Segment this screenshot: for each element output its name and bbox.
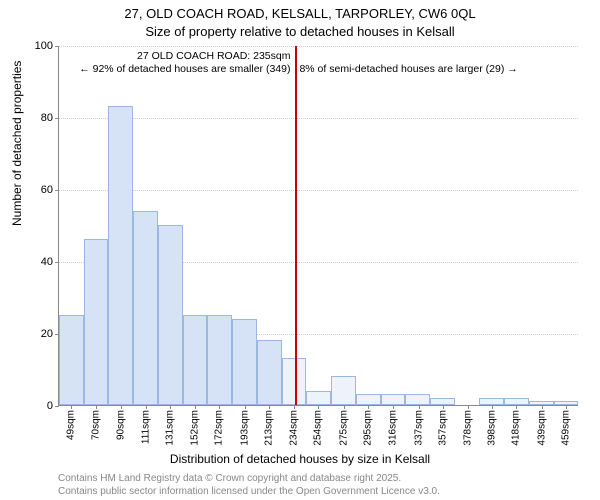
xtick-mark bbox=[542, 405, 543, 409]
xtick-mark bbox=[245, 405, 246, 409]
xtick-label: 131sqm bbox=[164, 410, 175, 446]
xtick-mark bbox=[443, 405, 444, 409]
xtick-label: 193sqm bbox=[239, 410, 250, 446]
ytick-mark bbox=[55, 406, 59, 407]
chart-title-subtitle: Size of property relative to detached ho… bbox=[0, 24, 600, 39]
xtick-label: 398sqm bbox=[487, 410, 498, 446]
xtick-mark bbox=[393, 405, 394, 409]
histogram-bar bbox=[504, 398, 529, 405]
xtick-label: 70sqm bbox=[91, 410, 102, 440]
xtick-mark bbox=[269, 405, 270, 409]
xtick-mark bbox=[121, 405, 122, 409]
histogram-bar bbox=[331, 376, 356, 405]
xtick-mark bbox=[195, 405, 196, 409]
xtick-label: 275sqm bbox=[338, 410, 349, 446]
xtick-label: 49sqm bbox=[66, 410, 77, 440]
annotation-smaller-pct: ← 92% of detached houses are smaller (34… bbox=[79, 63, 290, 76]
annotation-larger: 8% of semi-detached houses are larger (2… bbox=[299, 63, 517, 76]
x-axis-label: Distribution of detached houses by size … bbox=[0, 452, 600, 466]
annotation-larger-pct: 8% of semi-detached houses are larger (2… bbox=[299, 63, 517, 76]
xtick-mark bbox=[71, 405, 72, 409]
xtick-mark bbox=[170, 405, 171, 409]
plot-area: 27 OLD COACH ROAD: 235sqm ← 92% of detac… bbox=[58, 46, 578, 406]
xtick-label: 172sqm bbox=[214, 410, 225, 446]
xtick-mark bbox=[96, 405, 97, 409]
xtick-mark bbox=[146, 405, 147, 409]
xtick-label: 418sqm bbox=[511, 410, 522, 446]
reference-line bbox=[295, 46, 297, 405]
histogram-bar bbox=[158, 225, 183, 405]
gridline bbox=[59, 46, 578, 47]
histogram-bar bbox=[356, 394, 381, 405]
chart-footer: Contains HM Land Registry data © Crown c… bbox=[58, 473, 440, 498]
xtick-label: 111sqm bbox=[140, 410, 151, 444]
footer-copyright-1: Contains HM Land Registry data © Crown c… bbox=[58, 473, 440, 486]
xtick-mark bbox=[492, 405, 493, 409]
xtick-label: 439sqm bbox=[536, 410, 547, 446]
histogram-bar bbox=[207, 315, 232, 405]
histogram-bar bbox=[84, 239, 109, 405]
xtick-label: 90sqm bbox=[115, 410, 126, 440]
xtick-label: 254sqm bbox=[313, 410, 324, 446]
y-axis-label: Number of detached properties bbox=[10, 61, 24, 226]
xtick-mark bbox=[468, 405, 469, 409]
xtick-mark bbox=[566, 405, 567, 409]
xtick-mark bbox=[516, 405, 517, 409]
histogram-bar bbox=[133, 211, 158, 405]
ytick-mark bbox=[55, 118, 59, 119]
xtick-label: 378sqm bbox=[463, 410, 474, 446]
xtick-mark bbox=[419, 405, 420, 409]
ytick-mark bbox=[55, 46, 59, 47]
chart-title-address: 27, OLD COACH ROAD, KELSALL, TARPORLEY, … bbox=[0, 6, 600, 21]
histogram-bar bbox=[183, 315, 208, 405]
histogram-bar bbox=[479, 398, 504, 405]
xtick-label: 152sqm bbox=[190, 410, 201, 446]
footer-copyright-2: Contains public sector information licen… bbox=[58, 486, 440, 499]
annotation-property-size: 27 OLD COACH ROAD: 235sqm bbox=[79, 50, 290, 63]
xtick-label: 316sqm bbox=[388, 410, 399, 446]
gridline bbox=[59, 190, 578, 191]
xtick-label: 357sqm bbox=[437, 410, 448, 446]
xtick-mark bbox=[294, 405, 295, 409]
histogram-bar bbox=[306, 391, 331, 405]
ytick-mark bbox=[55, 262, 59, 263]
ytick-label: 60 bbox=[41, 184, 53, 196]
xtick-label: 213sqm bbox=[263, 410, 274, 446]
ytick-mark bbox=[55, 190, 59, 191]
histogram-bar bbox=[59, 315, 84, 405]
ytick-label: 40 bbox=[41, 256, 53, 268]
histogram-bar bbox=[282, 358, 307, 405]
ytick-label: 20 bbox=[41, 328, 53, 340]
xtick-mark bbox=[344, 405, 345, 409]
gridline bbox=[59, 118, 578, 119]
ytick-label: 100 bbox=[35, 40, 53, 52]
xtick-label: 234sqm bbox=[289, 410, 300, 446]
histogram-bar bbox=[430, 398, 455, 405]
xtick-label: 459sqm bbox=[560, 410, 571, 446]
xtick-mark bbox=[219, 405, 220, 409]
ytick-label: 80 bbox=[41, 112, 53, 124]
property-histogram-chart: 27, OLD COACH ROAD, KELSALL, TARPORLEY, … bbox=[0, 0, 600, 500]
histogram-bar bbox=[108, 106, 133, 405]
xtick-label: 337sqm bbox=[413, 410, 424, 446]
xtick-mark bbox=[318, 405, 319, 409]
histogram-bar bbox=[232, 319, 257, 405]
histogram-bar bbox=[405, 394, 430, 405]
annotation-smaller: 27 OLD COACH ROAD: 235sqm ← 92% of detac… bbox=[79, 50, 290, 76]
ytick-label: 0 bbox=[47, 400, 53, 412]
xtick-mark bbox=[368, 405, 369, 409]
xtick-label: 295sqm bbox=[362, 410, 373, 446]
histogram-bar bbox=[257, 340, 282, 405]
histogram-bar bbox=[381, 394, 406, 405]
